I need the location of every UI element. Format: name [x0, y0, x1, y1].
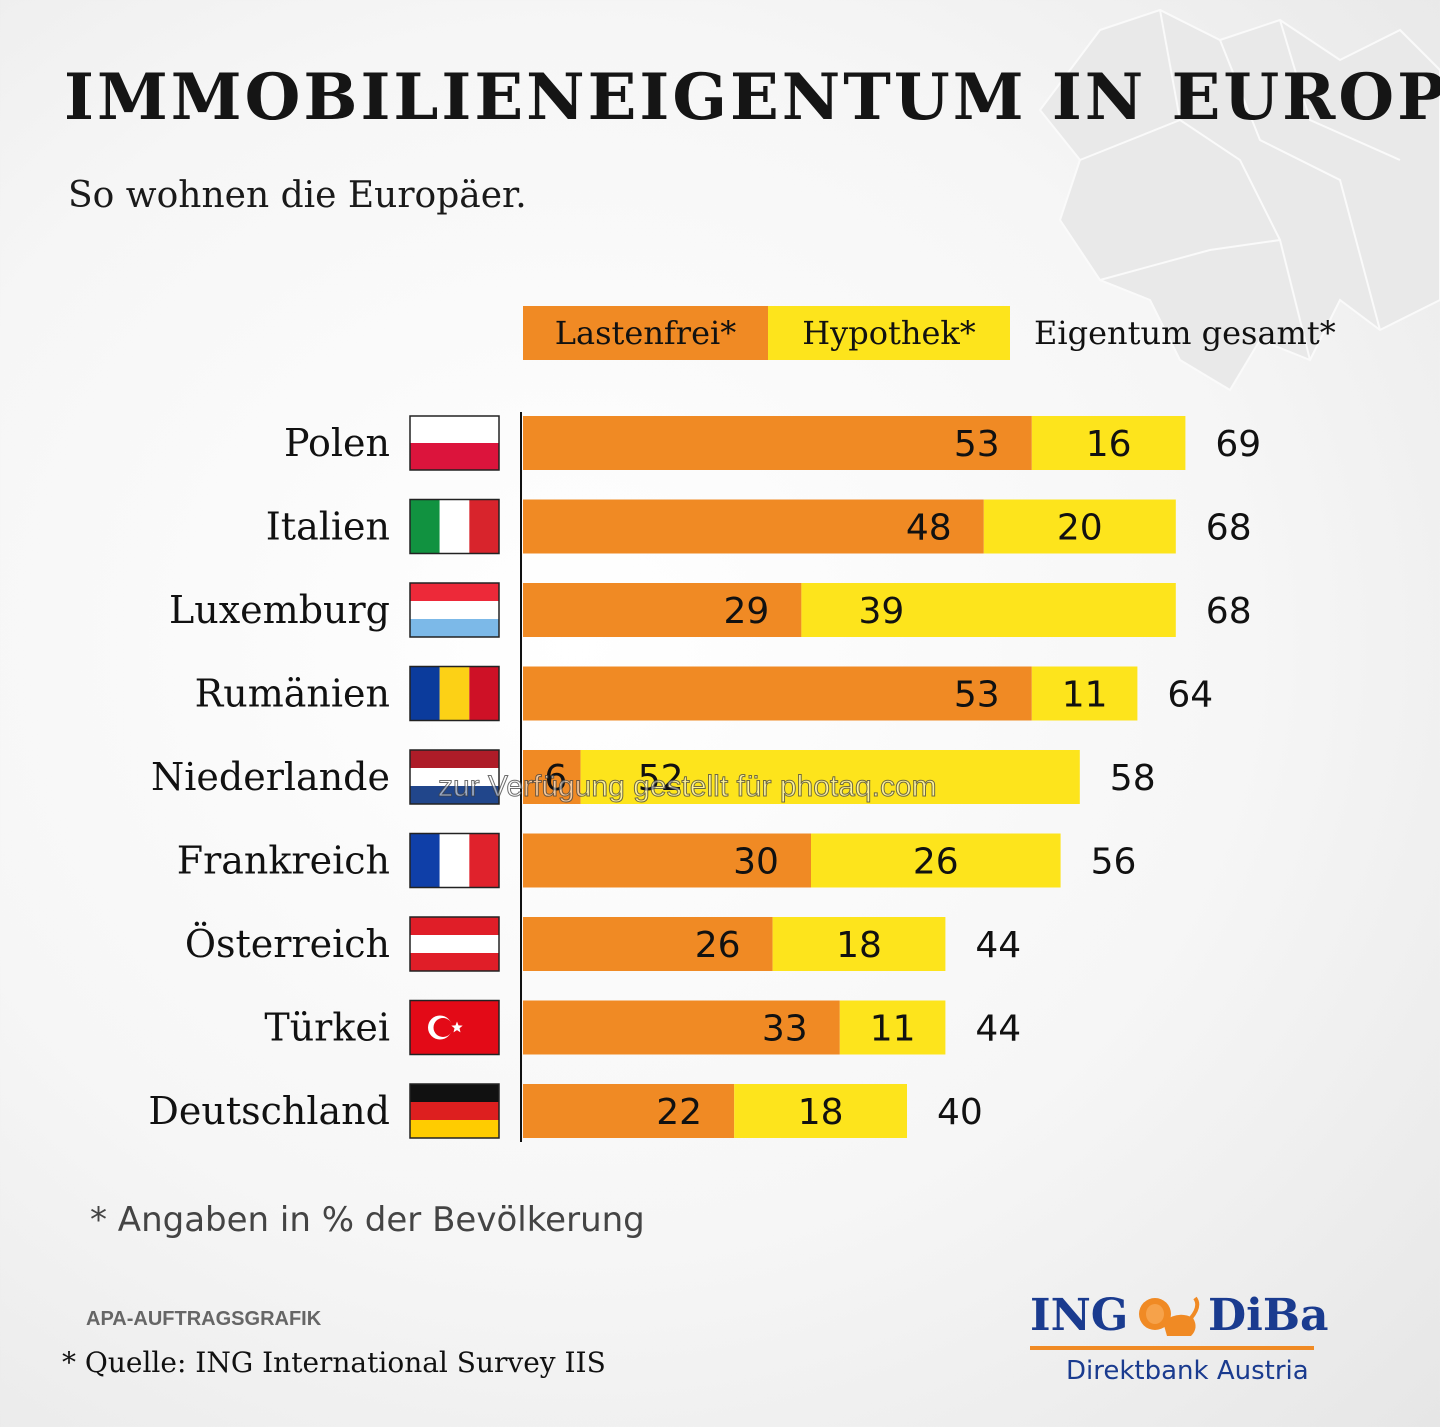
bar-hypothek	[801, 583, 1176, 637]
bar-hypothek	[772, 917, 946, 971]
label-lastenfrei: 30	[733, 842, 779, 883]
germany-flag-icon	[409, 1083, 500, 1139]
category-label: Rumänien	[195, 672, 390, 716]
label-total: 44	[975, 1009, 1021, 1050]
legend-eigentum-gesamt: Eigentum gesamt*	[1034, 314, 1336, 352]
watermark-text: zur Verfügung gestellt für photaq.com	[438, 770, 938, 804]
category-label: Polen	[284, 421, 390, 465]
source-note: * Quelle: ING International Survey IIS	[62, 1346, 606, 1379]
label-lastenfrei: 53	[954, 675, 1000, 716]
legend-lastenfrei: Lastenfrei*	[523, 306, 768, 360]
romania-flag-icon	[409, 665, 500, 722]
label-lastenfrei: 26	[695, 925, 741, 966]
italy-flag-icon	[409, 498, 500, 555]
logo-brand-left: ING	[1030, 1290, 1129, 1341]
label-total: 58	[1110, 758, 1156, 799]
bar-hypothek	[839, 1000, 946, 1055]
label-hypothek: 18	[836, 925, 882, 966]
category-label: Italien	[266, 505, 390, 549]
chart-legend: Lastenfrei* Hypothek* Eigentum gesamt*	[523, 306, 1336, 360]
france-flag-icon	[409, 832, 500, 889]
bar-lastenfrei	[523, 499, 984, 554]
label-total: 64	[1167, 675, 1213, 716]
page-subtitle: So wohnen die Europäer.	[68, 175, 527, 216]
label-total: 68	[1206, 508, 1252, 549]
bar-lastenfrei	[523, 666, 1032, 721]
label-lastenfrei: 48	[906, 508, 952, 549]
label-hypothek: 16	[1086, 424, 1132, 465]
bar-hypothek	[580, 750, 1080, 804]
label-total: 56	[1091, 842, 1137, 883]
bar-lastenfrei	[523, 1000, 840, 1055]
label-total: 68	[1206, 591, 1252, 632]
bar-hypothek	[983, 499, 1176, 554]
label-hypothek: 11	[1062, 675, 1108, 716]
label-lastenfrei: 53	[954, 424, 1000, 465]
bar-lastenfrei	[523, 833, 811, 888]
bar-hypothek	[811, 833, 1061, 888]
lion-icon	[1139, 1296, 1200, 1336]
category-label: Türkei	[264, 1006, 390, 1050]
bar-lastenfrei	[523, 416, 1032, 470]
label-hypothek: 52	[638, 758, 684, 799]
page-title: IMMOBILIENEIGENTUM IN EUROPA	[64, 60, 1440, 135]
label-hypothek: 11	[870, 1009, 916, 1050]
label-lastenfrei: 6	[544, 758, 567, 799]
label-lastenfrei: 22	[656, 1092, 702, 1133]
label-hypothek: 39	[858, 591, 904, 632]
label-total: 40	[937, 1092, 983, 1133]
logo-brand-right: DiBa	[1208, 1290, 1329, 1341]
bar-lastenfrei	[523, 917, 773, 971]
netherlands-flag-icon	[409, 749, 500, 805]
bar-lastenfrei	[523, 750, 581, 804]
label-lastenfrei: 29	[723, 591, 769, 632]
category-label: Österreich	[185, 922, 390, 966]
bar-hypothek	[1031, 416, 1186, 470]
credit-label: APA-AUFTRAGSGRAFIK	[86, 1308, 322, 1330]
label-total: 44	[975, 925, 1021, 966]
logo-rule	[1030, 1346, 1314, 1350]
luxembourg-flag-icon	[409, 582, 500, 638]
footnote: * Angaben in % der Bevölkerung	[90, 1200, 645, 1240]
logo-tagline: Direktbank Austria	[1066, 1356, 1309, 1386]
poland-flag-icon	[409, 415, 500, 471]
label-hypothek: 26	[913, 842, 959, 883]
category-label: Niederlande	[151, 755, 390, 799]
category-label: Frankreich	[177, 839, 390, 883]
category-label: Luxemburg	[169, 588, 390, 632]
label-lastenfrei: 33	[762, 1009, 808, 1050]
ing-diba-logo: ING DiBa Direktbank Austria	[1030, 1290, 1329, 1390]
category-label: Deutschland	[148, 1089, 390, 1133]
bar-lastenfrei	[523, 1084, 735, 1138]
austria-flag-icon	[409, 916, 500, 972]
turkey-flag-icon	[409, 999, 500, 1056]
europe-map-decoration	[1038, 8, 1440, 392]
bar-hypothek	[1031, 666, 1138, 721]
bar-lastenfrei	[523, 583, 802, 637]
legend-hypothek: Hypothek*	[768, 306, 1010, 360]
label-hypothek: 18	[798, 1092, 844, 1133]
logo-wordmark: ING DiBa	[1030, 1290, 1329, 1341]
label-total: 69	[1215, 424, 1261, 465]
label-hypothek: 20	[1057, 508, 1103, 549]
bar-hypothek	[734, 1084, 907, 1138]
